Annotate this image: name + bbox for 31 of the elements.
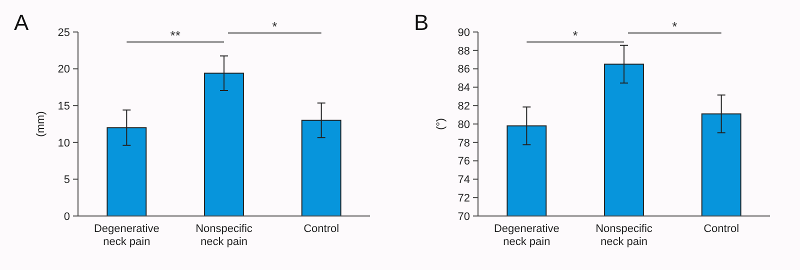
x-tick-label: Control: [304, 223, 340, 235]
x-tick-label: Nonspecific neck pain: [596, 223, 653, 248]
chart-title: A: [14, 10, 29, 35]
y-tick-label: 88: [458, 45, 470, 58]
x-tick-label: Control: [704, 223, 740, 235]
y-tick-label: 70: [458, 210, 470, 223]
y-axis-title: (mm): [35, 111, 47, 137]
x-tick-label: Degenerative neck pain: [494, 223, 560, 248]
y-tick-label: 84: [458, 82, 470, 94]
annotation: *: [572, 28, 578, 43]
y-tick-label: 10: [58, 137, 70, 150]
x-tick-label: Nonspecific neck pain: [196, 223, 253, 248]
y-tick-label: 90: [458, 26, 470, 39]
y-tick-label: 72: [458, 192, 470, 204]
y-tick-label: 82: [458, 100, 470, 112]
y-tick-label: 25: [58, 26, 70, 39]
chart-title: B: [414, 10, 429, 35]
y-tick-label: 0: [64, 210, 70, 223]
annotation: *: [672, 19, 678, 34]
annotation: **: [170, 28, 180, 43]
annotation: *: [272, 19, 278, 34]
y-tick-label: 78: [458, 137, 470, 150]
y-tick-label: 15: [58, 100, 70, 112]
x-tick-label: Degenerative neck pain: [94, 223, 160, 248]
y-tick-label: 5: [64, 174, 70, 186]
y-tick-label: 80: [458, 118, 470, 131]
y-tick-label: 86: [458, 64, 470, 76]
y-tick-label: 20: [58, 64, 70, 76]
y-tick-label: 74: [458, 174, 470, 186]
y-tick-label: 76: [458, 156, 470, 168]
y-axis-title: (°): [435, 118, 447, 130]
